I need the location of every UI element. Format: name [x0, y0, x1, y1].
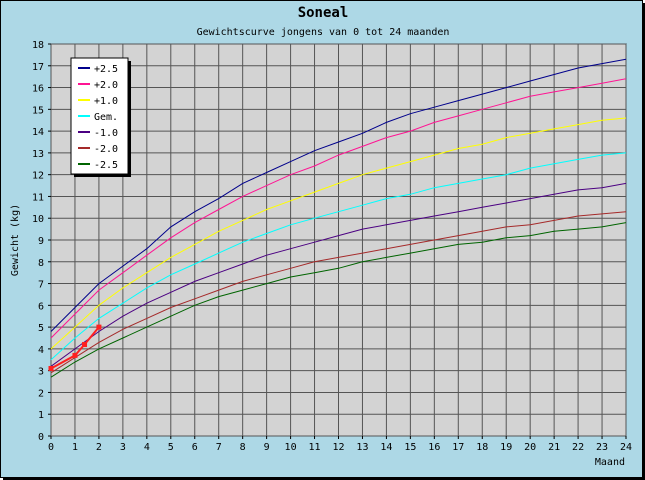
x-tick-label: 19 [500, 442, 512, 453]
legend-label: -2.0 [94, 144, 118, 155]
y-tick-label: 18 [32, 40, 44, 51]
series-line [50, 78, 627, 339]
y-tick-label: 12 [32, 171, 44, 182]
series-line [50, 58, 627, 332]
x-tick-label: 1 [72, 442, 78, 453]
y-tick-label: 10 [32, 214, 44, 225]
measurement-point [48, 365, 54, 371]
x-tick-label: 15 [404, 442, 416, 453]
legend-label: +2.0 [94, 80, 118, 91]
legend-label: +1.0 [94, 96, 118, 107]
chart-title: Soneal [298, 5, 349, 21]
series-line [50, 152, 627, 361]
measurement-point [72, 352, 78, 358]
x-tick-label: 13 [356, 442, 368, 453]
legend-label: -1.0 [94, 128, 118, 139]
x-tick-label: 16 [428, 442, 440, 453]
y-tick-label: 9 [38, 236, 44, 247]
series-line [50, 117, 627, 350]
x-tick-label: 7 [216, 442, 222, 453]
x-tick-label: 14 [380, 442, 392, 453]
y-tick-label: 16 [32, 84, 44, 95]
y-tick-label: 8 [38, 258, 44, 269]
legend-label: -2.5 [94, 160, 118, 171]
x-tick-label: 9 [264, 442, 270, 453]
y-tick-label: 5 [38, 323, 44, 334]
x-tick-label: 8 [240, 442, 246, 453]
y-tick-label: 13 [32, 149, 44, 160]
series-line [50, 211, 627, 374]
measurement-point [82, 342, 88, 348]
y-tick-label: 17 [32, 62, 44, 73]
x-tick-label: 24 [620, 442, 632, 453]
y-tick-label: 3 [38, 367, 44, 378]
x-tick-label: 10 [285, 442, 297, 453]
y-axis-label: Gewicht (kg) [10, 204, 21, 276]
x-tick-label: 22 [572, 442, 584, 453]
series-line [50, 182, 627, 367]
x-tick-label: 6 [192, 442, 198, 453]
x-axis-label: Maand [595, 457, 625, 468]
x-tick-label: 17 [452, 442, 464, 453]
x-tick-label: 21 [548, 442, 560, 453]
legend-label: Gem. [94, 112, 118, 123]
legend-label: +2.5 [94, 64, 118, 75]
series-lines [50, 58, 627, 378]
y-tick-label: 4 [38, 345, 44, 356]
x-tick-label: 5 [168, 442, 174, 453]
measurement-line [50, 326, 100, 370]
x-tick-label: 3 [120, 442, 126, 453]
x-axis-ticks: 0 1 2 3 4 5 6 7 8 9 10 11 12 13 14 15 16 17 18 19 20 21 22 23 24 [48, 436, 632, 453]
x-tick-label: 11 [309, 442, 321, 453]
legend: +2.5 +2.0 +1.0 Gem. -1.0 -2.0 -2.5 [70, 57, 131, 177]
y-tick-label: 15 [32, 105, 44, 116]
x-tick-label: 18 [476, 442, 488, 453]
y-tick-label: 6 [38, 301, 44, 312]
y-tick-label: 11 [32, 192, 44, 203]
x-tick-label: 12 [332, 442, 344, 453]
measurement-point [96, 324, 102, 330]
y-tick-label: 1 [38, 410, 44, 421]
y-tick-label: 0 [38, 432, 44, 443]
y-tick-label: 14 [32, 127, 44, 138]
x-tick-label: 2 [96, 442, 102, 453]
y-tick-label: 7 [38, 280, 44, 291]
y-tick-label: 2 [38, 388, 44, 399]
x-tick-label: 23 [596, 442, 608, 453]
x-tick-label: 4 [144, 442, 150, 453]
series-line [50, 222, 627, 378]
x-tick-label: 0 [48, 442, 54, 453]
chart-subtitle: Gewichtscurve jongens van 0 tot 24 maand… [197, 27, 450, 38]
x-tick-label: 20 [524, 442, 536, 453]
measurement-series [48, 324, 102, 371]
